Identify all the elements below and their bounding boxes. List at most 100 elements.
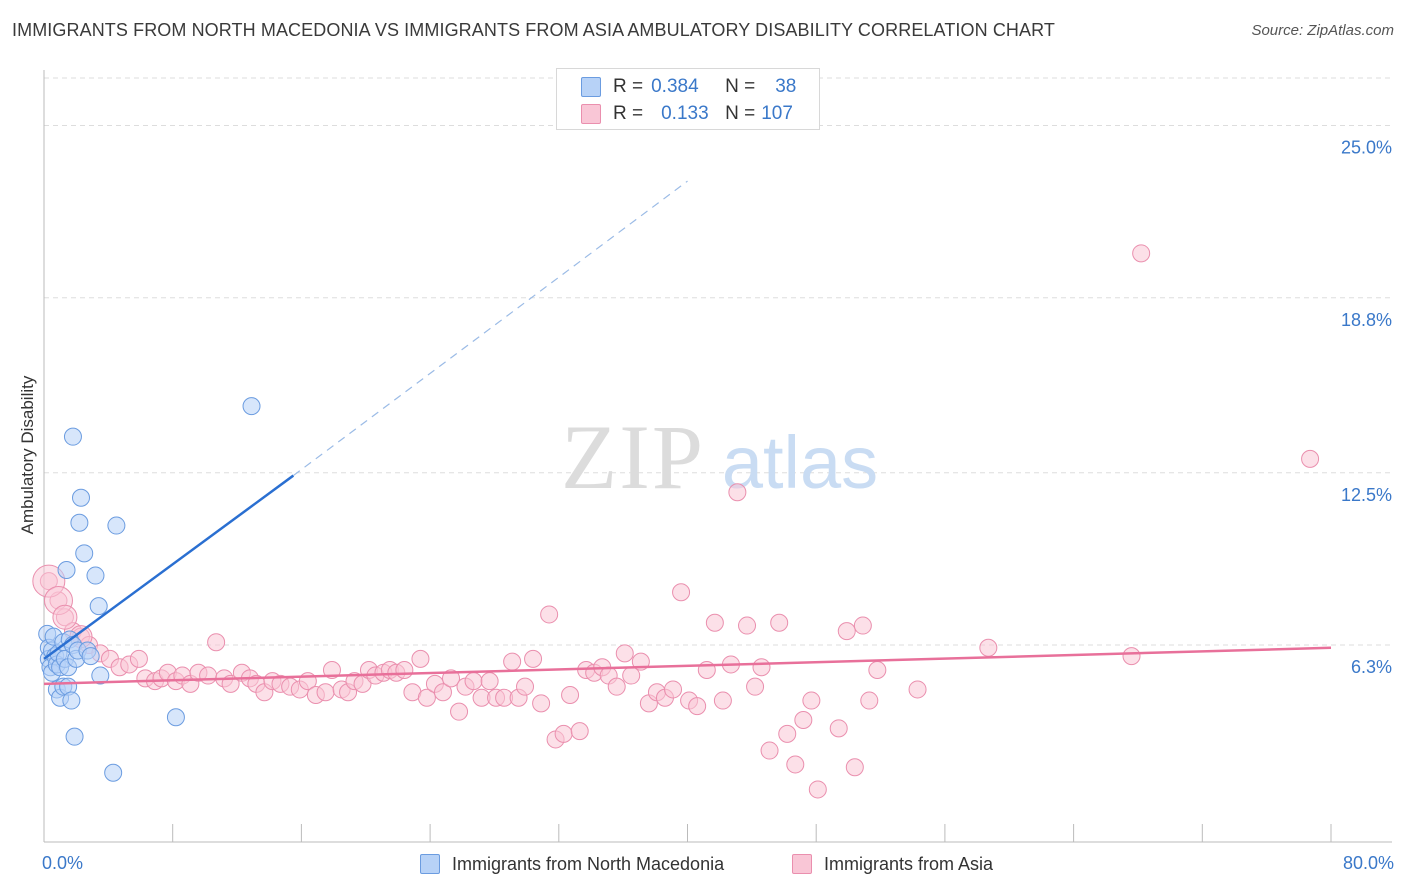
data-point: [72, 488, 91, 507]
r-label: R =: [613, 103, 644, 124]
x-tick-min: 0.0%: [42, 853, 84, 873]
data-point: [760, 741, 779, 760]
data-point: [464, 672, 483, 691]
n-label: N =: [725, 76, 756, 97]
data-point: [770, 613, 789, 632]
legend-item-asia[interactable]: Immigrants from Asia: [792, 852, 993, 876]
watermark: ZIP atlas: [561, 406, 878, 508]
data-point: [503, 652, 522, 671]
legend-row-asia: R = 0.133 N = 107: [581, 101, 793, 127]
r-label: R =: [613, 76, 644, 97]
blue-swatch: [581, 77, 601, 97]
data-point: [860, 691, 879, 710]
data-point: [433, 683, 452, 702]
data-point: [242, 397, 261, 416]
trend-lines: [43, 180, 1332, 686]
data-point: [713, 691, 732, 710]
data-point: [91, 666, 110, 685]
data-point: [868, 661, 887, 679]
data-point: [62, 691, 81, 710]
data-point: [728, 483, 747, 502]
x-tick-max: 80.0%: [1342, 853, 1394, 873]
asia-points: [32, 244, 1320, 799]
data-point: [75, 544, 94, 563]
data-point: [738, 616, 757, 635]
data-point: [1301, 449, 1320, 468]
data-point: [664, 680, 683, 699]
data-point: [199, 666, 218, 685]
y-tick-label: 6.3%: [1351, 657, 1392, 677]
data-point: [979, 638, 998, 657]
data-point: [802, 691, 821, 710]
y-tick-labels: 6.3% 12.5% 18.8% 25.0%: [1341, 138, 1392, 677]
data-point: [688, 697, 707, 716]
data-point: [516, 677, 535, 696]
data-point: [207, 633, 226, 652]
data-point: [778, 724, 797, 743]
watermark-atlas: atlas: [722, 421, 878, 504]
y-tick-label: 18.8%: [1341, 310, 1392, 330]
n-label: N =: [725, 103, 756, 124]
data-point: [65, 727, 84, 746]
correlation-legend: R = 0.384 N = 38 R = 0.133 N = 107: [556, 68, 820, 130]
data-point: [794, 711, 813, 729]
y-tick-label: 12.5%: [1341, 485, 1392, 505]
data-point: [786, 755, 805, 774]
asia-trend-line: [43, 646, 1332, 686]
data-point: [607, 677, 626, 696]
source-label: Source: ZipAtlas.com: [1251, 22, 1394, 39]
data-point: [705, 613, 724, 632]
data-point: [316, 683, 335, 702]
legend-item-north-macedonia[interactable]: Immigrants from North Macedonia: [420, 852, 724, 876]
data-point: [480, 672, 499, 691]
gridlines: [44, 77, 1392, 646]
data-point: [829, 719, 848, 738]
data-point: [442, 669, 461, 688]
data-point: [570, 722, 589, 741]
cluster-bubble: [52, 604, 78, 630]
data-point: [672, 583, 691, 602]
north-macedonia-trend-extension: [292, 180, 688, 477]
data-point: [746, 677, 765, 696]
data-point: [57, 561, 76, 579]
pink-swatch: [581, 104, 601, 124]
north-macedonia-trend-line: [43, 474, 295, 660]
data-point: [450, 702, 469, 721]
chart-title: IMMIGRANTS FROM NORTH MACEDONIA VS IMMIG…: [12, 20, 1055, 40]
data-point: [395, 661, 414, 679]
data-point: [540, 605, 559, 624]
n-value: 38: [775, 76, 797, 97]
data-point: [554, 724, 573, 743]
pink-swatch: [792, 854, 812, 874]
data-point: [845, 758, 864, 777]
n-value: 107: [761, 103, 793, 124]
data-point: [411, 649, 430, 668]
legend-row-north-macedonia: R = 0.384 N = 38: [581, 74, 796, 100]
data-point: [70, 513, 89, 532]
north-macedonia-points: [38, 397, 261, 782]
data-point: [63, 427, 82, 446]
watermark-zip: ZIP: [561, 406, 705, 508]
data-point: [853, 616, 872, 635]
data-point: [808, 780, 827, 799]
data-point: [166, 708, 185, 727]
data-point: [1132, 244, 1151, 263]
r-value: 0.133: [661, 103, 709, 124]
data-point: [532, 694, 551, 713]
data-point: [908, 680, 927, 699]
legend-label: Immigrants from North Macedonia: [452, 853, 725, 874]
data-point: [86, 566, 105, 585]
data-point: [752, 658, 771, 677]
data-point: [107, 516, 126, 535]
data-point: [615, 644, 634, 663]
data-point: [561, 686, 580, 704]
data-point: [129, 649, 148, 668]
data-point: [417, 688, 436, 707]
axes: [43, 70, 1392, 843]
data-point: [524, 649, 543, 668]
legend-label: Immigrants from Asia: [824, 853, 994, 874]
r-value: 0.384: [651, 76, 699, 97]
data-point: [81, 647, 100, 666]
blue-swatch: [420, 854, 440, 874]
